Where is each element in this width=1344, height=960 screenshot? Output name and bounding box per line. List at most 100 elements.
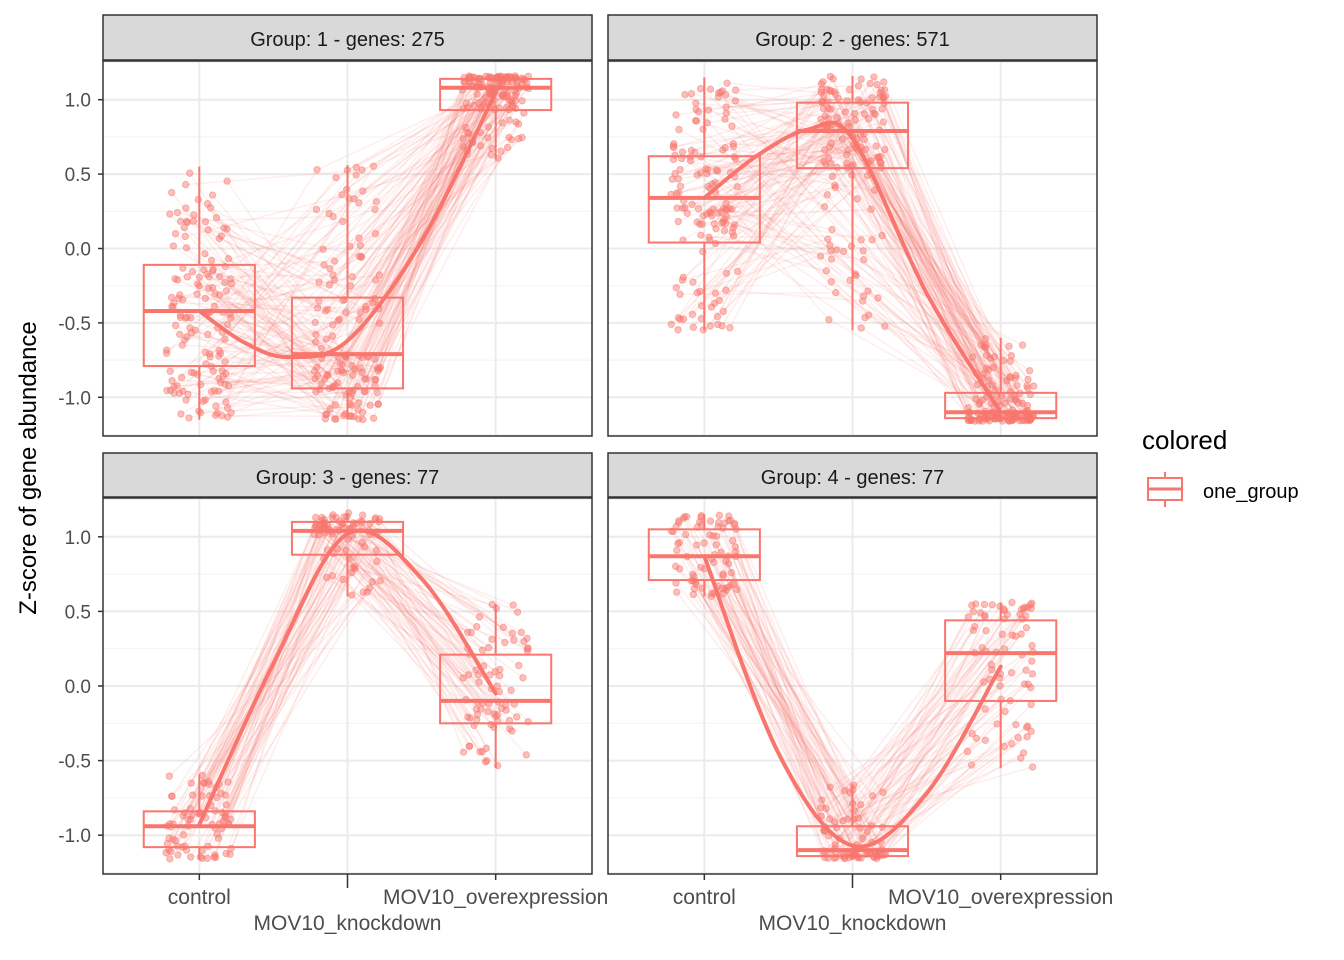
jitter-point [817,796,826,804]
jitter-point [464,628,472,637]
gene-trajectory-line [714,181,987,413]
gene-trajectory-line [174,105,514,421]
jitter-point [204,330,212,339]
jitter-point [1022,666,1030,674]
gene-trajectory-line [204,95,504,353]
jitter-point [360,543,369,551]
jitter-point [187,779,195,787]
jitter-point [1019,749,1028,757]
jitter-point [675,538,684,547]
jitter-point [820,92,828,100]
jitter-point [691,148,699,157]
legend-entry-label: one_group [1203,481,1299,503]
jitter-point [1028,657,1036,665]
jitter-point [844,119,852,127]
gene-trajectory-line [214,537,497,829]
jitter-point [331,401,340,409]
gene-trajectory-line [715,242,984,375]
gene-trajectory-line [218,78,477,392]
jitter-point [312,205,321,214]
gene-trajectory-line [180,77,508,222]
gene-trajectory-line [211,92,509,394]
y-tick-label: 1.0 [65,528,91,549]
gene-trajectory-line [180,107,465,316]
gene-trajectory-line [185,76,498,238]
trend-curve [702,554,1003,849]
gene-trajectory-line [720,91,990,422]
boxplot-MOV10_knockdown [290,512,405,597]
jitter-point [459,142,467,151]
jitter-point [881,322,889,330]
jitter-point [964,613,973,621]
jitter-point [1006,357,1014,365]
jitter-point [713,532,721,540]
gene-trajectory-line [725,186,1029,420]
boxplot-MOV10_knockdown [795,75,910,331]
jitter-point [169,242,178,250]
jitter-point [221,278,229,287]
gene-trajectory-line [186,93,491,270]
jitter-point [822,804,830,813]
gene-trajectory-line [212,94,503,372]
jitter-point [730,221,739,229]
jitter-point [868,94,876,102]
jitter-point [672,588,681,596]
jitter-point [722,103,730,111]
jitter-point [874,294,882,302]
x-tick-label: control [673,886,736,909]
gene-trajectory-line [735,528,1023,802]
jitter-point [169,835,177,844]
gene-trajectory-line [733,107,980,405]
gene-trajectory-line [198,93,517,407]
jitter-point [870,73,878,81]
jitter-point [838,135,847,143]
jitter-point [981,335,990,343]
jitter-point [332,173,340,182]
gene-trajectory-line [707,127,1024,404]
jitter-point [222,801,230,809]
jitter-point [861,145,870,154]
jitter-point [320,261,328,269]
jitter-point [854,814,863,822]
jitter-point [313,371,322,380]
gene-trajectory-line [714,146,986,419]
jitter-point [718,322,726,330]
gene-trajectory-line [171,547,527,797]
gene-trajectory-line [686,107,1019,418]
jitter-point [697,231,705,239]
jitter-point [687,89,696,98]
strip-background [607,14,1098,61]
box-iqr [944,391,1058,420]
jitter-point [165,772,173,780]
jitter-point [215,374,223,383]
jitter-point [693,541,701,549]
facet-panel-3: Group: 3 - genes: 77 -1.0 -0.5 0.0 0.5 1.0 con… [58,452,608,935]
jitter-point [508,629,517,638]
gene-trajectory-line [218,150,502,301]
y-tick-label: 1.0 [65,91,91,112]
jitter-point [860,110,869,118]
boxplot-MOV10_knockdown [795,784,910,860]
jitter-point [510,636,518,644]
gene-trajectory-line [172,107,468,308]
jitter-point [375,271,383,279]
gene-trajectory-line [206,513,501,859]
gene-trajectory-line [197,567,499,814]
jitter-point [691,116,700,125]
jitter-point [324,371,332,380]
jitter-point [348,361,356,370]
gene-trajectory-line [218,527,475,825]
jitter-point [867,205,875,213]
gene-trajectory-line [710,558,1027,809]
jitter-point [872,142,880,150]
gene-trajectory-line [189,112,525,407]
gene-trajectory-line [707,97,1014,421]
jitter-point [731,543,740,551]
jitter-point [1017,630,1025,638]
gene-trajectory-line [682,238,987,346]
jitter-point [710,220,719,228]
gene-trajectory-line [222,75,470,421]
jitter-point [176,217,185,225]
gene-trajectory-line [177,75,529,358]
jitter-point [860,135,868,144]
